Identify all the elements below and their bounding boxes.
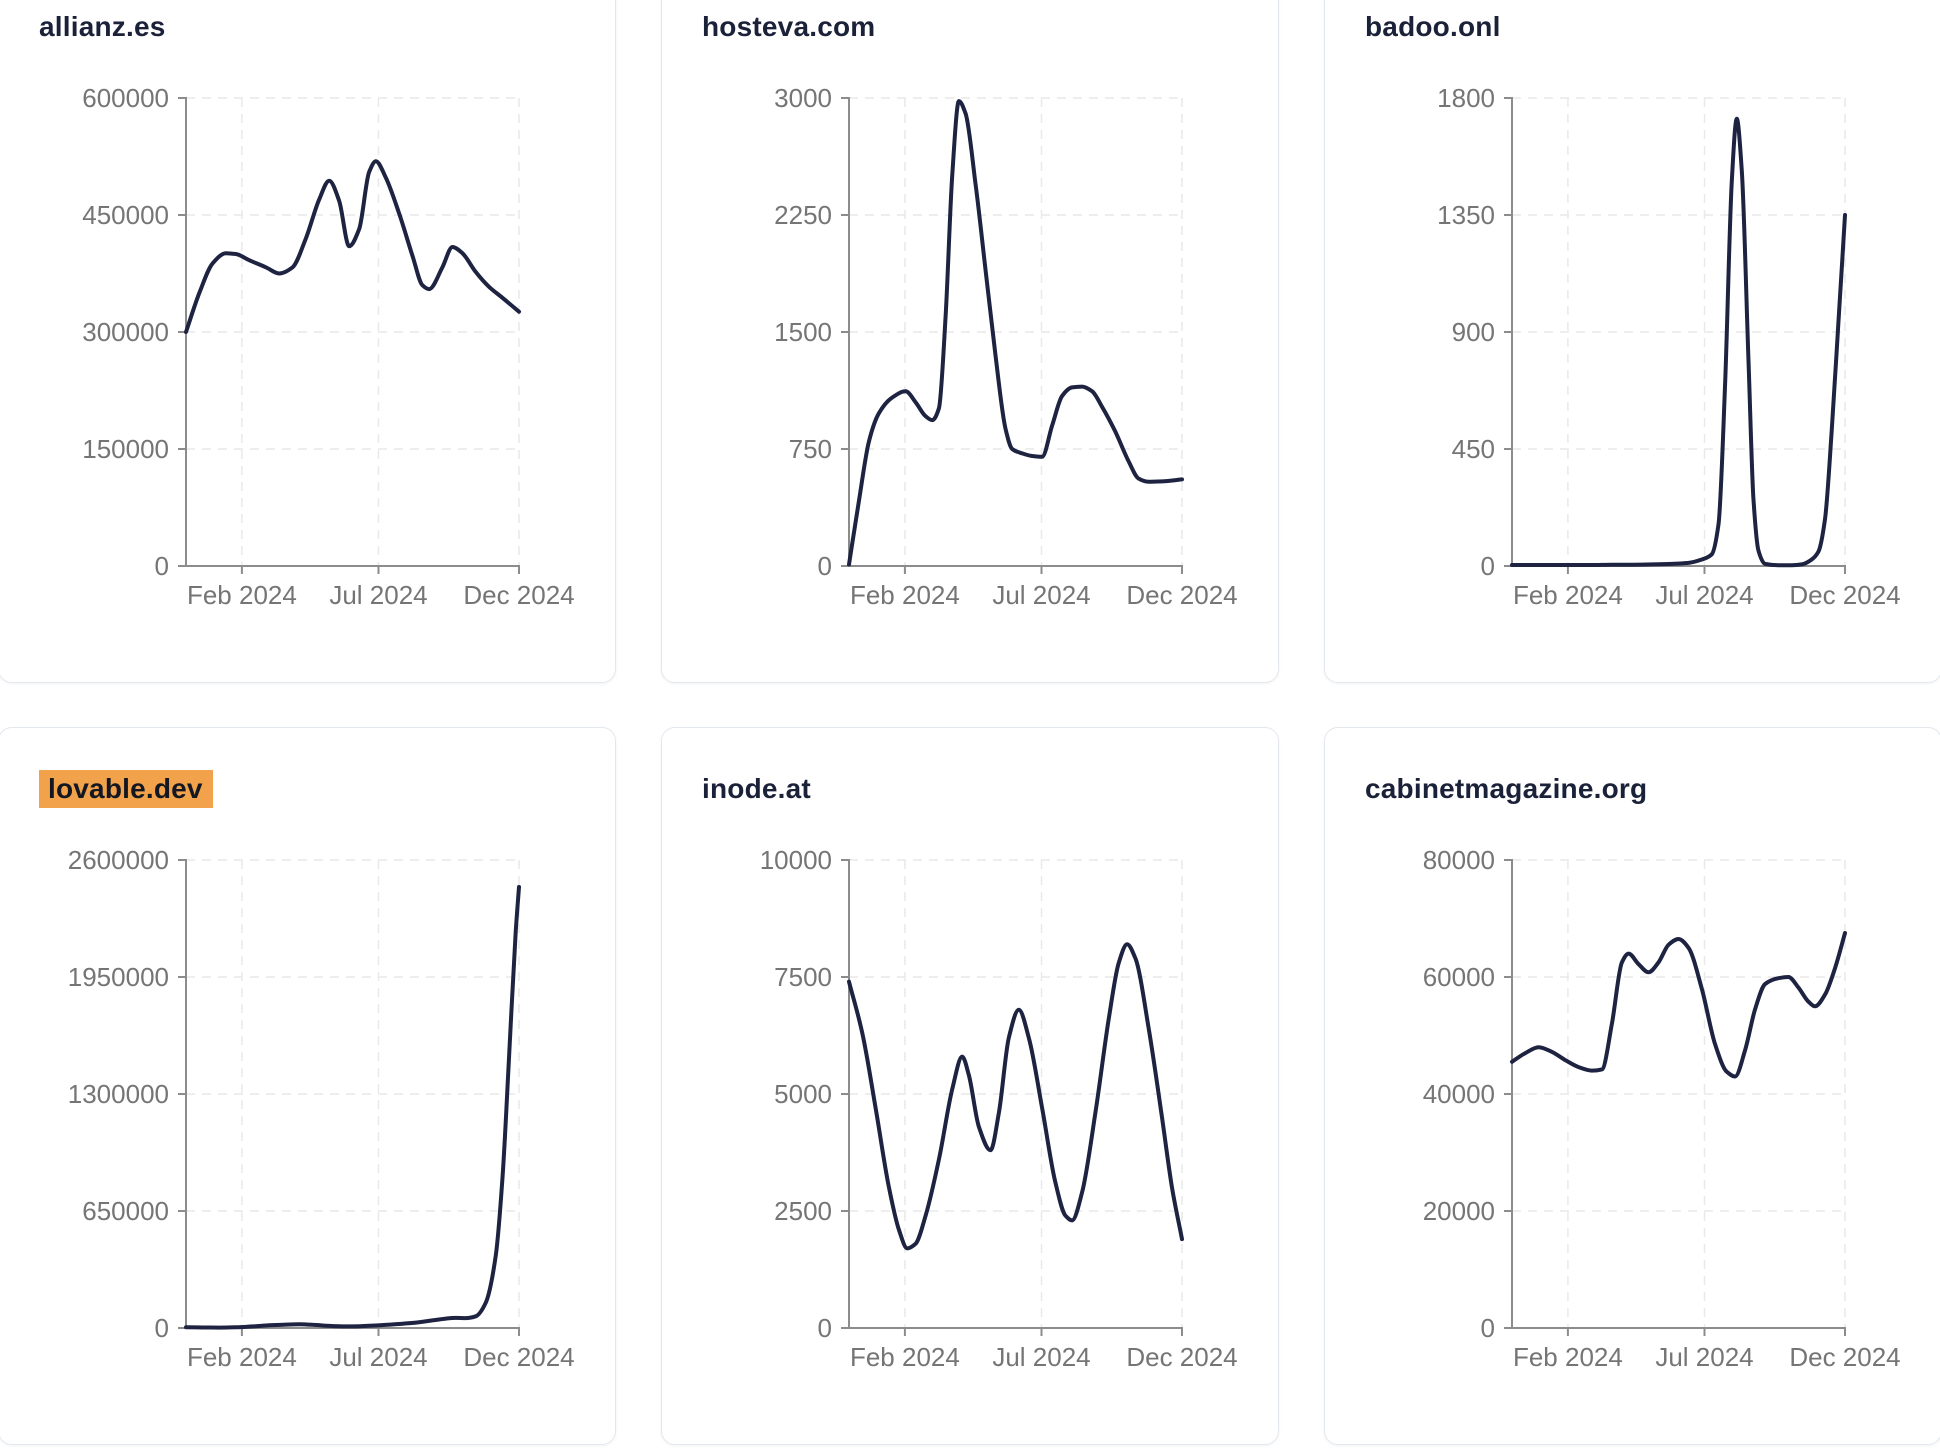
chart-title: inode.at bbox=[702, 773, 811, 804]
x-tick-label: Dec 2024 bbox=[463, 1342, 574, 1372]
y-tick-label: 2600000 bbox=[68, 845, 169, 875]
chart-card: hosteva.com 0 750 1500 2250 3000 Feb 2024 Jul … bbox=[661, 0, 1279, 683]
y-tick-label: 1500 bbox=[774, 317, 832, 347]
x-tick-label: Dec 2024 bbox=[463, 580, 574, 610]
y-tick-label: 600000 bbox=[82, 83, 169, 113]
y-tick-label: 2500 bbox=[774, 1196, 832, 1226]
series-line bbox=[847, 99, 1184, 567]
y-tick-label: 1800 bbox=[1437, 83, 1495, 113]
x-tick-label: Dec 2024 bbox=[1126, 580, 1237, 610]
x-tick-label: Jul 2024 bbox=[1655, 1342, 1753, 1372]
chart-title-row: cabinetmagazine.org bbox=[1365, 772, 1940, 806]
axes bbox=[1504, 859, 1846, 1336]
chart-title-row: allianz.es bbox=[39, 10, 615, 44]
gridlines bbox=[1512, 97, 1846, 566]
x-tick-label: Dec 2024 bbox=[1126, 1342, 1237, 1372]
series-line bbox=[184, 159, 521, 334]
y-tick-label: 0 bbox=[155, 1313, 169, 1343]
axes bbox=[178, 859, 520, 1336]
y-tick-label: 1300000 bbox=[68, 1079, 169, 1109]
y-tick-label: 10000 bbox=[760, 845, 832, 875]
tick-labels: 0 2500 5000 7500 10000 Feb 2024 Jul 2024 Dec 20… bbox=[760, 845, 1238, 1372]
tick-labels: 0 750 1500 2250 3000 Feb 2024 Jul 2024 Dec 2024 bbox=[774, 83, 1238, 610]
x-tick-label: Feb 2024 bbox=[187, 1342, 297, 1372]
y-tick-label: 1350 bbox=[1437, 200, 1495, 230]
series-line bbox=[1510, 931, 1847, 1079]
x-tick-label: Feb 2024 bbox=[850, 1342, 960, 1372]
tick-labels: 0 650000 1300000 1950000 2600000 Feb 2024 Jul … bbox=[68, 845, 575, 1372]
y-tick-label: 20000 bbox=[1423, 1196, 1495, 1226]
y-tick-label: 900 bbox=[1452, 317, 1495, 347]
y-tick-label: 150000 bbox=[82, 434, 169, 464]
x-tick-label: Jul 2024 bbox=[329, 1342, 427, 1372]
axes bbox=[178, 97, 520, 574]
y-tick-label: 0 bbox=[155, 551, 169, 581]
chart-title-row: badoo.onl bbox=[1365, 10, 1940, 44]
tick-labels: 0 20000 40000 60000 80000 Feb 2024 Jul 2024 Dec… bbox=[1423, 845, 1901, 1372]
x-tick-label: Feb 2024 bbox=[1513, 1342, 1623, 1372]
y-tick-label: 2250 bbox=[774, 200, 832, 230]
chart-title: lovable.dev bbox=[39, 770, 213, 808]
tick-labels: 0 150000 300000 450000 600000 Feb 2024 Jul 202… bbox=[82, 83, 574, 610]
axes bbox=[1504, 97, 1846, 574]
x-tick-label: Jul 2024 bbox=[992, 1342, 1090, 1372]
y-tick-label: 0 bbox=[818, 1313, 832, 1343]
y-tick-label: 80000 bbox=[1423, 845, 1495, 875]
line-chart: 0 450 900 1350 1800 Feb 2024 Jul 2024 Dec 2024 bbox=[1437, 83, 1901, 610]
line-chart: 0 150000 300000 450000 600000 Feb 2024 Jul 202… bbox=[82, 83, 574, 610]
y-tick-label: 450 bbox=[1452, 434, 1495, 464]
y-tick-label: 40000 bbox=[1423, 1079, 1495, 1109]
x-tick-label: Jul 2024 bbox=[1655, 580, 1753, 610]
gridlines bbox=[849, 859, 1183, 1328]
chart-title: hosteva.com bbox=[702, 11, 876, 42]
x-tick-label: Dec 2024 bbox=[1789, 580, 1900, 610]
y-tick-label: 0 bbox=[818, 551, 832, 581]
chart-title: badoo.onl bbox=[1365, 11, 1501, 42]
x-tick-label: Feb 2024 bbox=[1513, 580, 1623, 610]
y-tick-label: 3000 bbox=[774, 83, 832, 113]
chart-title-row: hosteva.com bbox=[702, 10, 1278, 44]
y-tick-label: 650000 bbox=[82, 1196, 169, 1226]
chart-card: badoo.onl 0 450 900 1350 1800 Feb 2024 Jul 202… bbox=[1324, 0, 1940, 683]
y-tick-label: 7500 bbox=[774, 962, 832, 992]
series-line bbox=[184, 885, 521, 1330]
chart-card: lovable.dev 0 650000 1300000 1950000 2600000… bbox=[0, 727, 616, 1445]
y-tick-label: 750 bbox=[789, 434, 832, 464]
chart-card: inode.at 0 2500 5000 7500 10000 Feb 2024 Jul 2… bbox=[661, 727, 1279, 1445]
x-tick-label: Jul 2024 bbox=[329, 580, 427, 610]
chart-card: cabinetmagazine.org 0 20000 40000 60000 8000… bbox=[1324, 727, 1940, 1445]
chart-title-row: lovable.dev bbox=[39, 770, 615, 808]
x-tick-label: Dec 2024 bbox=[1789, 1342, 1900, 1372]
y-tick-label: 1950000 bbox=[68, 962, 169, 992]
y-tick-label: 60000 bbox=[1423, 962, 1495, 992]
axes bbox=[841, 97, 1183, 574]
line-chart: 0 2500 5000 7500 10000 Feb 2024 Jul 2024 Dec 20… bbox=[760, 845, 1238, 1372]
gridlines bbox=[186, 859, 520, 1328]
chart-title: allianz.es bbox=[39, 11, 166, 42]
x-tick-label: Feb 2024 bbox=[187, 580, 297, 610]
chart-title-row: inode.at bbox=[702, 772, 1278, 806]
y-tick-label: 0 bbox=[1481, 551, 1495, 581]
y-tick-label: 0 bbox=[1481, 1313, 1495, 1343]
gridlines bbox=[186, 97, 520, 566]
line-chart: 0 20000 40000 60000 80000 Feb 2024 Jul 2024 Dec… bbox=[1423, 845, 1901, 1372]
tick-labels: 0 450 900 1350 1800 Feb 2024 Jul 2024 Dec 2024 bbox=[1437, 83, 1901, 610]
x-tick-label: Jul 2024 bbox=[992, 580, 1090, 610]
y-tick-label: 450000 bbox=[82, 200, 169, 230]
line-chart: 0 650000 1300000 1950000 2600000 Feb 2024 Jul … bbox=[68, 845, 575, 1372]
gridlines bbox=[849, 97, 1183, 566]
y-tick-label: 5000 bbox=[774, 1079, 832, 1109]
chart-card: allianz.es 0 150000 300000 450000 600000 Feb … bbox=[0, 0, 616, 683]
series-line bbox=[1510, 116, 1847, 568]
series-line bbox=[847, 942, 1184, 1251]
chart-title: cabinetmagazine.org bbox=[1365, 773, 1648, 804]
line-chart: 0 750 1500 2250 3000 Feb 2024 Jul 2024 Dec 2024 bbox=[774, 83, 1238, 610]
y-tick-label: 300000 bbox=[82, 317, 169, 347]
gridlines bbox=[1512, 859, 1846, 1328]
x-tick-label: Feb 2024 bbox=[850, 580, 960, 610]
axes bbox=[841, 859, 1183, 1336]
